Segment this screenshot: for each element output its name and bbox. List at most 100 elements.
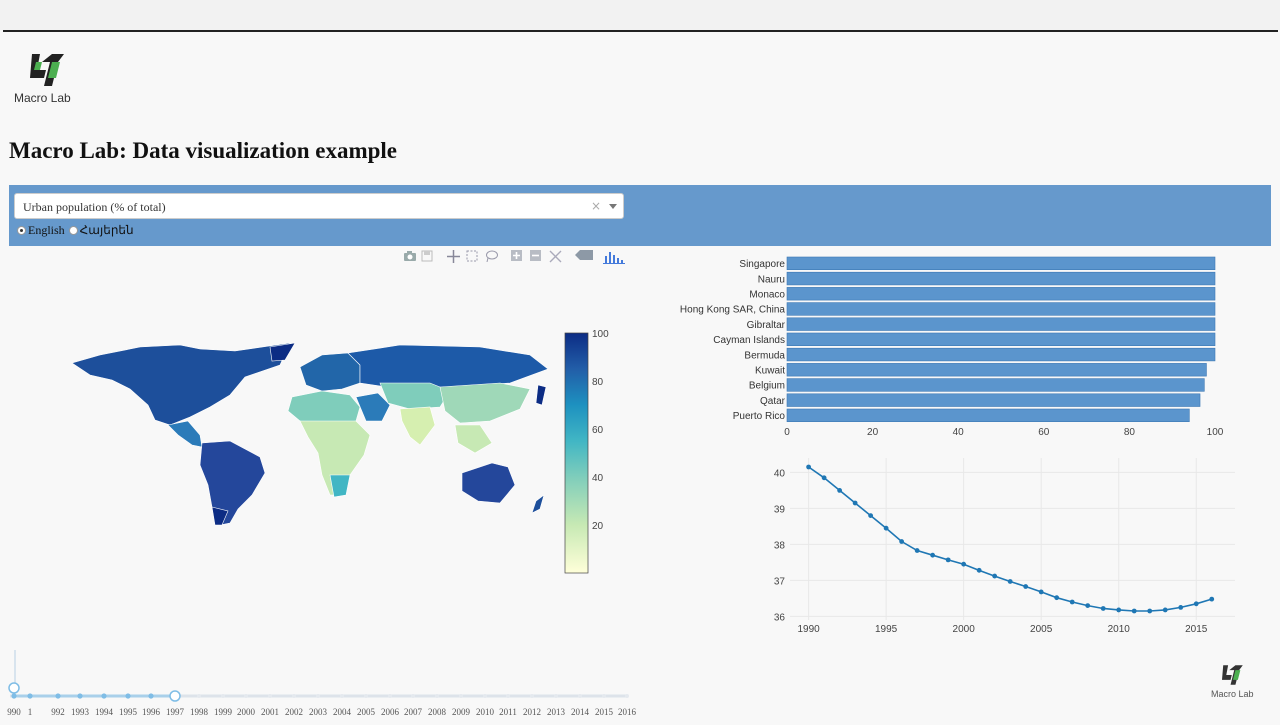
line-point[interactable]	[821, 475, 827, 481]
line-point[interactable]	[992, 573, 998, 579]
slider-dot	[292, 694, 296, 698]
line-x-tick-label: 2010	[1108, 624, 1131, 635]
region-south-america-south	[211, 506, 229, 526]
bar-belgium[interactable]	[786, 378, 1205, 392]
slider-year-label: 1994	[95, 707, 114, 717]
colorbar-tick-label: 40	[592, 473, 604, 484]
region-south-america	[199, 440, 266, 526]
time-series-line-chart[interactable]: 1990 1995 2000 2005 2010 2015 36 37 38 39 40	[750, 450, 1250, 640]
line-point[interactable]	[883, 525, 889, 531]
region-central-america	[167, 420, 203, 448]
bar-puerto-rico[interactable]	[786, 408, 1190, 422]
top-countries-bar-chart[interactable]: Singapore Nauru Monaco Hong Kong SAR, China…	[660, 252, 1240, 442]
slider-year-label: 1993	[71, 707, 90, 717]
line-point[interactable]	[1131, 608, 1137, 614]
line-point[interactable]	[837, 488, 843, 493]
line-point[interactable]	[930, 552, 936, 558]
chevron-down-icon[interactable]	[609, 204, 617, 209]
line-y-tick-label: 36	[774, 612, 786, 623]
slider-year-label: 2016	[618, 707, 637, 717]
line-point[interactable]	[914, 548, 920, 553]
line-point[interactable]	[1038, 589, 1044, 595]
line-point[interactable]	[806, 464, 812, 470]
watermark-logo-text: Macro Lab	[1211, 689, 1254, 699]
region-central-asia	[379, 382, 451, 410]
line-point[interactable]	[852, 500, 858, 506]
line-point[interactable]	[976, 567, 982, 573]
slider-year-label: 2002	[285, 707, 303, 717]
indicator-dropdown[interactable]: Urban population (% of total) ×	[14, 193, 624, 219]
plotly-logo-icon[interactable]	[603, 250, 625, 264]
line-point[interactable]	[1069, 599, 1075, 605]
slider-handle-start[interactable]	[8, 682, 20, 694]
bar-nauru[interactable]	[786, 271, 1216, 286]
slider-handle-end[interactable]	[169, 690, 181, 702]
bar-category-label: Qatar	[760, 396, 786, 407]
autoscale-icon[interactable]	[549, 250, 562, 263]
zoom-out-icon[interactable]	[530, 250, 541, 261]
bar-category-label: Hong Kong SAR, China	[680, 305, 786, 316]
line-point[interactable]	[868, 513, 874, 518]
line-point[interactable]	[1085, 603, 1091, 608]
line-point[interactable]	[1147, 608, 1153, 614]
year-range-slider[interactable]: 990 1 992 1993 1994 1995 1996 1997 1998 1999 2000 2…	[0, 645, 640, 720]
bar-bermuda[interactable]	[786, 347, 1216, 362]
colorbar-tick-label: 60	[592, 425, 604, 436]
slider-year-label: 1997	[166, 707, 185, 717]
bar-gibraltar[interactable]	[786, 317, 1216, 331]
line-point[interactable]	[1116, 607, 1122, 613]
world-map[interactable]: 100 80 60 40 20	[60, 325, 630, 585]
bar-x-tick-label: 60	[1038, 427, 1050, 438]
slider-svg[interactable]: 990 1 992 1993 1994 1995 1996 1997 1998 1999 2000 2…	[0, 645, 640, 720]
choropleth-map[interactable]: 100 80 60 40 20	[60, 325, 630, 585]
slider-dot	[316, 694, 320, 698]
lasso-select-icon[interactable]	[485, 250, 498, 262]
line-point[interactable]	[1054, 595, 1060, 601]
line-point[interactable]	[961, 561, 967, 567]
region-south-africa	[329, 474, 351, 498]
bar-monaco[interactable]	[786, 287, 1216, 301]
region-new-zealand	[531, 494, 545, 514]
radio-english[interactable]	[17, 226, 26, 235]
slider-year-label: 2011	[499, 707, 517, 717]
slider-year-label: 2003	[309, 707, 328, 717]
header-divider	[3, 30, 1278, 32]
radio-armenian[interactable]	[68, 226, 78, 235]
bar-cayman-islands[interactable]	[786, 332, 1216, 346]
reset-icon[interactable]	[575, 250, 593, 260]
bar-hong-kong-sar-china[interactable]	[786, 302, 1216, 316]
macro-lab-watermark-logo: Macro Lab	[1205, 662, 1265, 702]
line-point[interactable]	[1209, 596, 1215, 602]
line-point[interactable]	[1178, 605, 1184, 610]
line-point[interactable]	[945, 557, 951, 563]
save-icon[interactable]	[421, 250, 433, 262]
radio-armenian-label[interactable]: Հայերեն	[79, 223, 134, 237]
colorbar-tick-label: 20	[592, 521, 604, 532]
slider-dot	[459, 694, 463, 698]
bar-chart-svg[interactable]: Singapore Nauru Monaco Hong Kong SAR, China…	[660, 252, 1240, 442]
line-point[interactable]	[1193, 601, 1199, 607]
line-point[interactable]	[1162, 607, 1168, 613]
box-select-icon[interactable]	[466, 250, 478, 262]
line-chart-svg[interactable]: 1990 1995 2000 2005 2010 2015 36 37 38 39 40	[750, 450, 1250, 640]
bar-singapore[interactable]	[786, 256, 1216, 270]
bar-category-label: Cayman Islands	[713, 335, 785, 346]
line-point[interactable]	[1007, 579, 1013, 584]
bar-category-label: Bermuda	[744, 350, 785, 361]
line-point[interactable]	[899, 539, 905, 544]
camera-icon[interactable]	[403, 250, 417, 262]
slider-year-label: 992	[51, 707, 65, 717]
bar-qatar[interactable]	[786, 393, 1201, 407]
pan-icon[interactable]	[447, 250, 460, 263]
clear-icon[interactable]: ×	[590, 199, 601, 213]
colorbar-ticks: 100 80 60 40 20	[592, 329, 609, 532]
zoom-in-icon[interactable]	[511, 250, 522, 261]
line-point[interactable]	[1023, 584, 1029, 589]
slider-dot	[388, 694, 392, 698]
line-point[interactable]	[1100, 606, 1106, 611]
region-east-asia	[439, 382, 531, 424]
bar-kuwait[interactable]	[786, 363, 1207, 377]
line-series	[808, 466, 1212, 612]
radio-english-label[interactable]: English	[28, 223, 65, 237]
bar-x-tick-label: 40	[953, 427, 965, 438]
